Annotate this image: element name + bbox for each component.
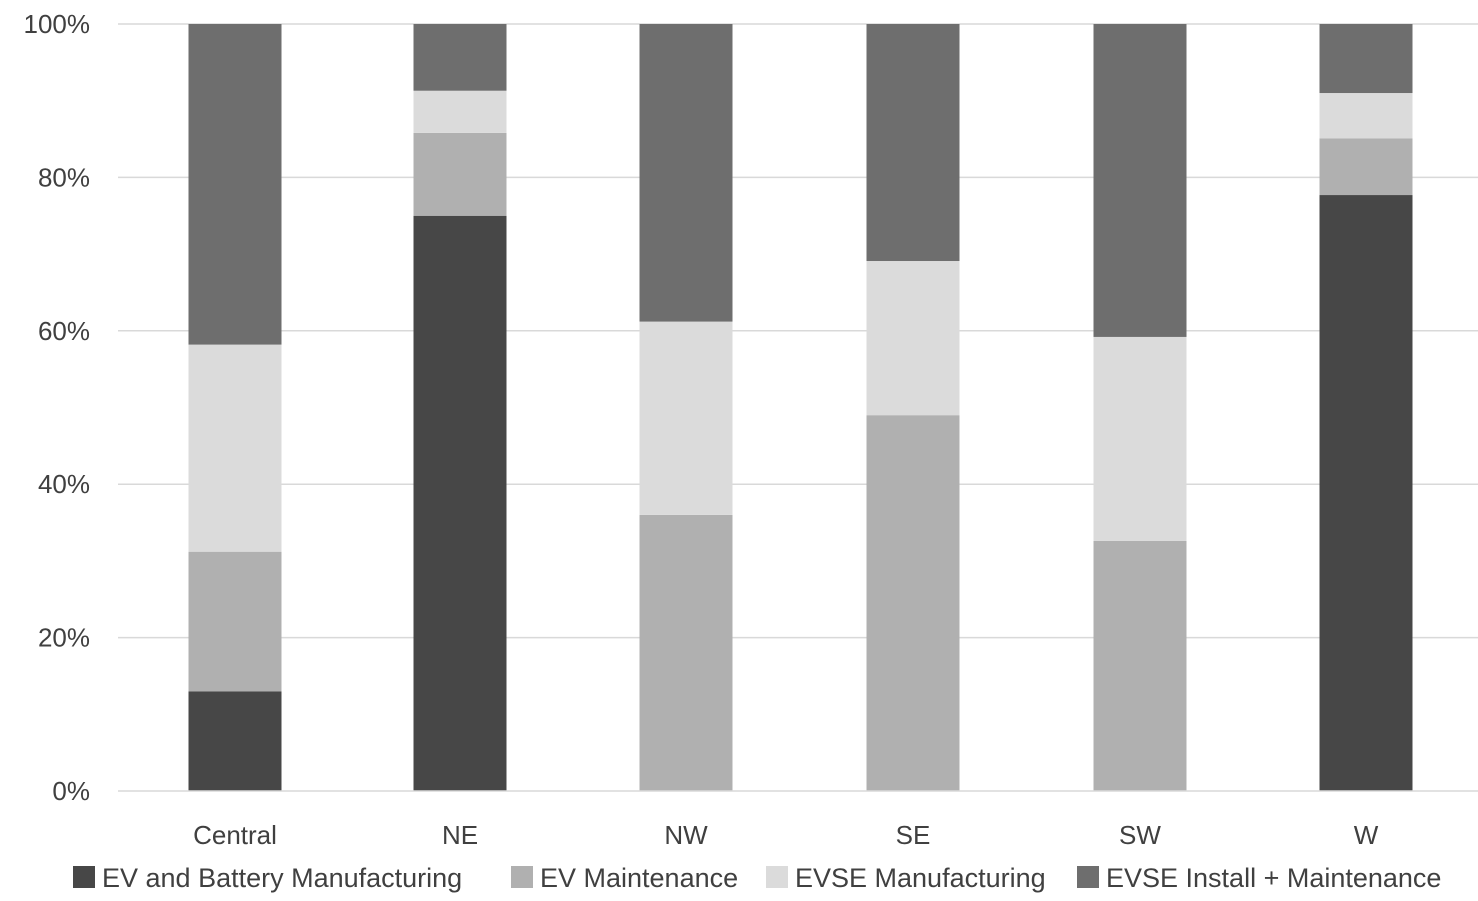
bar-segment	[413, 24, 507, 91]
bar-segment	[1093, 24, 1187, 337]
bar-segment	[639, 514, 733, 791]
y-tick-label: 100%	[24, 9, 91, 39]
legend-label: EV Maintenance	[540, 863, 738, 893]
bar-segment	[188, 24, 282, 345]
bar-segment	[413, 215, 507, 791]
legend-label: EVSE Install + Maintenance	[1106, 863, 1441, 893]
y-tick-label: 40%	[38, 469, 90, 499]
legend-swatch	[1077, 866, 1099, 888]
x-tick-label: NE	[442, 820, 478, 850]
bar-segment	[639, 24, 733, 322]
legend-swatch	[73, 866, 95, 888]
legend-swatch	[511, 866, 533, 888]
gridlines	[118, 23, 1478, 639]
bar-segment	[1093, 540, 1187, 791]
bar-segment	[866, 24, 960, 262]
legend-label: EVSE Manufacturing	[795, 863, 1046, 893]
x-tick-label: W	[1354, 820, 1379, 850]
x-tick-label: SE	[896, 820, 931, 850]
bar-segment	[413, 132, 507, 216]
x-tick-label: SW	[1119, 820, 1161, 850]
bar-segment	[188, 551, 282, 692]
bar-segment	[1319, 138, 1413, 196]
bar-segment	[1319, 24, 1413, 94]
y-tick-label: 0%	[52, 776, 90, 806]
legend-item: EVSE Manufacturing	[766, 863, 1046, 893]
bar-segment	[866, 415, 960, 791]
legend-label: EV and Battery Manufacturing	[102, 863, 462, 893]
y-tick-label: 60%	[38, 316, 90, 346]
y-axis-ticks: 0% 20% 40% 60% 80% 100%	[24, 9, 91, 806]
legend: EV and Battery Manufacturing EV Maintenan…	[73, 863, 1441, 893]
x-axis-labels: Central NE NW SE SW W	[193, 820, 1379, 850]
legend-swatch	[766, 866, 788, 888]
bar-segment	[188, 344, 282, 552]
bar-segment	[639, 321, 733, 515]
legend-item: EV Maintenance	[511, 863, 738, 893]
x-tick-label: NW	[664, 820, 708, 850]
x-tick-label: Central	[193, 820, 277, 850]
bars	[188, 24, 1413, 791]
legend-item: EV and Battery Manufacturing	[73, 863, 462, 893]
bar-segment	[413, 90, 507, 133]
bar-segment	[1319, 93, 1413, 139]
legend-item: EVSE Install + Maintenance	[1077, 863, 1441, 893]
bar-segment	[866, 261, 960, 416]
y-tick-label: 20%	[38, 623, 90, 653]
bar-segment	[1319, 195, 1413, 791]
bar-segment	[1093, 336, 1187, 541]
y-tick-label: 80%	[38, 162, 90, 192]
bar-segment	[188, 691, 282, 791]
